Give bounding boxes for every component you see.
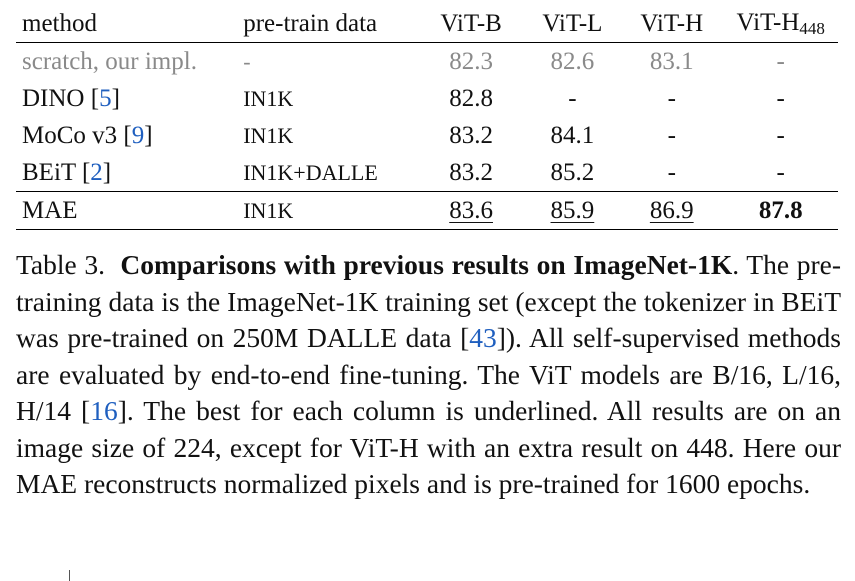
caption-text: . The pre-training data is the ImageNet-…	[16, 249, 842, 353]
row-vit-h: 86.9	[620, 192, 723, 230]
best-value: 85.9	[550, 196, 595, 224]
best-value: 86.9	[649, 196, 694, 224]
row-vit-b: 82.3	[449, 47, 493, 75]
citation-link[interactable]: 16	[90, 395, 118, 426]
citation-link[interactable]: 5	[99, 84, 112, 112]
row-vit-l: 84.1	[550, 121, 595, 149]
row-vit-h: 83.1	[649, 47, 694, 75]
row-data: IN1K	[243, 85, 294, 111]
table-row-mae: MAE IN1K 83.6 85.9 86.9 87.8	[16, 191, 838, 230]
caption-title: Comparisons with previous results on Ima…	[120, 249, 733, 280]
row-data: -	[243, 48, 251, 74]
row-method: scratch, our impl.	[22, 47, 197, 75]
results-table-container: method pre-train data ViT-B ViT-L ViT-H …	[16, 6, 838, 230]
best-value: 83.6	[449, 196, 493, 224]
method-name: DINO	[22, 84, 91, 112]
row-data: IN1K+DALLE	[243, 159, 378, 185]
row-vit-h448: 87.8	[758, 196, 803, 224]
caption-text: ]. The best for each column is underline…	[16, 395, 841, 499]
method-name: BEiT	[22, 158, 82, 186]
row-vit-h448: -	[776, 158, 785, 186]
row-method: MoCo v3 [9]	[22, 121, 153, 149]
header-vit-l: ViT-L	[542, 10, 603, 37]
row-data: IN1K	[243, 197, 294, 223]
row-method: DINO [5]	[22, 84, 120, 112]
row-vit-h: -	[667, 158, 676, 186]
row-vit-h: -	[667, 121, 676, 149]
row-method: BEiT [2]	[22, 158, 112, 186]
row-vit-h448: -	[776, 47, 785, 75]
citation-link[interactable]: 43	[469, 322, 497, 353]
citation-link[interactable]: 9	[131, 121, 145, 149]
method-name: MoCo v3	[22, 121, 124, 149]
row-vit-h448: -	[776, 121, 785, 149]
header-vit-b: ViT-B	[440, 10, 502, 37]
row-vit-l: -	[568, 84, 577, 112]
header-vit-h: ViT-H	[640, 10, 704, 37]
row-vit-b: 83.2	[449, 121, 493, 149]
row-vit-h: -	[667, 84, 676, 112]
row-vit-l: 82.6	[550, 47, 595, 75]
table-row: MoCo v3 [9] IN1K 83.2 84.1 - -	[16, 117, 838, 154]
header-vit-h448-sub: 448	[799, 19, 825, 38]
row-vit-l: 85.2	[550, 158, 595, 186]
row-vit-l: 85.9	[525, 192, 620, 230]
row-method: MAE	[22, 196, 78, 224]
row-data: IN1K	[243, 122, 294, 148]
header-pretrain-data: pre-train data	[243, 10, 378, 37]
results-table: method pre-train data ViT-B ViT-L ViT-H …	[16, 6, 838, 230]
row-vit-b: 83.2	[449, 158, 493, 186]
header-method: method	[22, 10, 97, 37]
header-vit-h448: ViT-H448	[723, 6, 838, 43]
page-mark	[69, 570, 70, 581]
table-row: BEiT [2] IN1K+DALLE 83.2 85.2 - -	[16, 154, 838, 192]
table-header-row: method pre-train data ViT-B ViT-L ViT-H …	[16, 6, 838, 43]
table-row: DINO [5] IN1K 82.8 - - -	[16, 80, 838, 117]
table-caption: Table 3. Comparisons with previous resul…	[16, 247, 841, 503]
table-row: scratch, our impl. - 82.3 82.6 83.1 -	[16, 43, 838, 81]
caption-text: ]). All self-supervised methods are eval…	[16, 322, 841, 426]
caption-label: Table 3.	[16, 249, 105, 280]
row-vit-h448: -	[776, 84, 785, 112]
row-vit-b: 82.8	[449, 84, 493, 112]
header-vit-h448-base: ViT-H	[736, 9, 800, 36]
citation-link[interactable]: 2	[90, 158, 103, 186]
row-vit-b: 83.6	[418, 192, 525, 230]
